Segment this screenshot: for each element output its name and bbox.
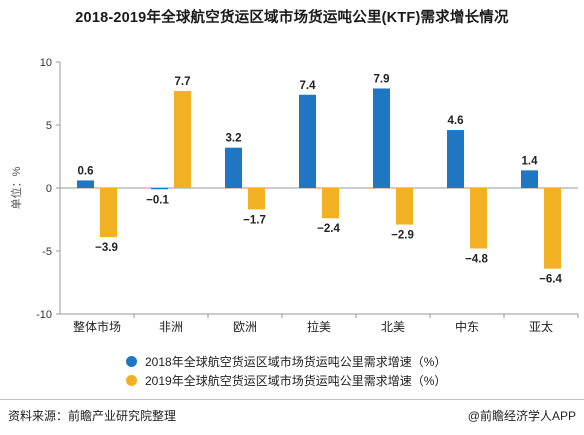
data-label: 0.6	[78, 165, 94, 177]
x-tick-label: 拉美	[307, 319, 331, 334]
bar-2018	[373, 88, 390, 188]
footer-divider	[0, 399, 584, 400]
data-label: 7.4	[300, 80, 317, 92]
data-label: −1.7	[243, 214, 266, 226]
bar-2018	[521, 170, 538, 188]
y-tick-label: 5	[46, 120, 52, 132]
bar-2019	[396, 188, 413, 225]
bar-2019	[100, 188, 117, 238]
x-tick-label: 北美	[381, 320, 405, 334]
data-label: −2.4	[317, 223, 340, 235]
data-label: −2.9	[391, 230, 414, 242]
chart-title: 2018-2019年全球航空货运区域市场货运吨公里(KTF)需求增长情况	[75, 10, 509, 26]
y-axis-label: 单位：%	[9, 166, 23, 209]
legend-item-2018: 2018年全球航空货运区域市场货运吨公里需求增速（%）	[126, 352, 446, 371]
bar-2019	[174, 90, 191, 188]
bar-2018	[77, 180, 94, 188]
data-label: 3.2	[226, 133, 242, 145]
y-tick-label: -10	[36, 309, 52, 321]
bar-2019	[322, 188, 339, 219]
source-note: 资料来源：前瞻产业研究院整理	[8, 409, 177, 423]
bar-2018	[447, 130, 464, 188]
x-tick-label: 欧洲	[233, 320, 257, 334]
data-label: 7.7	[175, 76, 191, 88]
legend-label-2019: 2019年全球航空货运区域市场货运吨公里需求增速（%）	[145, 374, 447, 388]
legend-label-2018: 2018年全球航空货运区域市场货运吨公里需求增速（%）	[145, 355, 447, 369]
legend-marker-2019	[126, 375, 137, 386]
data-label: −6.4	[539, 274, 562, 286]
data-label: 1.4	[522, 155, 539, 167]
data-label: −3.9	[95, 242, 118, 254]
data-label: 4.6	[448, 115, 464, 127]
y-tick-label: 0	[46, 183, 52, 195]
x-tick-label: 中东	[455, 319, 479, 334]
data-label: −0.1	[146, 194, 169, 206]
data-label: 7.9	[374, 73, 390, 85]
x-tick-label: 非洲	[159, 320, 183, 334]
legend-marker-2018	[126, 356, 137, 367]
y-tick-label: 10	[40, 57, 52, 69]
credit-note: @前瞻经济学人APP	[467, 409, 576, 423]
bar-2018	[299, 94, 316, 188]
x-tick-label: 整体市场	[73, 319, 121, 334]
legend-item-2019: 2019年全球航空货运区域市场货运吨公里需求增速（%）	[126, 371, 446, 390]
bar-chart: -10 -5 0 5 10 单位：% 整体市场 0.6 −3.9 非洲 −0.1 7.7 欧洲 3.2 −1…	[9, 57, 579, 334]
y-tick-label: -5	[42, 246, 52, 258]
bar-2019	[470, 188, 487, 249]
bar-2018	[151, 188, 168, 190]
bar-2018	[225, 147, 242, 188]
data-label: −4.8	[465, 253, 488, 265]
legend: 2018年全球航空货运区域市场货运吨公里需求增速（%） 2019年全球航空货运区…	[126, 352, 446, 390]
bar-2019	[544, 188, 561, 269]
bar-2019	[248, 188, 265, 210]
x-tick-label: 亚太	[529, 319, 553, 334]
